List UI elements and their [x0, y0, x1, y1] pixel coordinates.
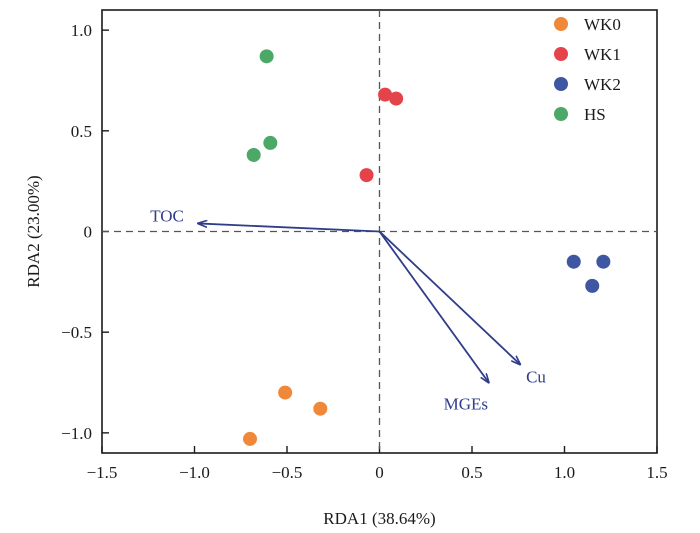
y-tick-label: 0: [84, 223, 93, 242]
legend-marker-wk1: [554, 47, 568, 61]
legend-label-wk2: WK2: [584, 75, 621, 94]
point-wk1: [389, 91, 404, 106]
point-wk2: [596, 254, 611, 269]
legend-marker-hs: [554, 107, 568, 121]
y-tick-label: −1.0: [61, 424, 92, 443]
point-wk0: [278, 385, 293, 400]
legend-marker-wk2: [554, 77, 568, 91]
y-tick-label: −0.5: [61, 323, 92, 342]
arrows: TOC Cu MGEs: [150, 206, 546, 413]
point-hs: [263, 135, 278, 150]
x-tick-label: −1.5: [87, 463, 118, 482]
y-tick-label: 1.0: [71, 21, 92, 40]
y-axis-title: RDA2 (23.00%): [24, 175, 43, 287]
x-tick-label: 0: [375, 463, 384, 482]
legend-label-hs: HS: [584, 105, 606, 124]
y-tick-label: 0.5: [71, 122, 92, 141]
x-axis-title: RDA1 (38.64%): [323, 509, 435, 528]
legend-label-wk1: WK1: [584, 45, 621, 64]
legend-label-wk0: WK0: [584, 15, 621, 34]
axes: −1.5 −1.0 −0.5 0 0.5 1.0 1.5 1.0 0.5 0 −0.5 −1.0: [61, 9, 668, 482]
arrow-label-mges: MGEs: [444, 395, 488, 414]
arrow-cu: [378, 230, 521, 365]
arrow-toc: [198, 223, 380, 233]
point-wk0: [243, 431, 257, 446]
x-tick-label: 1.0: [554, 463, 575, 482]
x-tick-label: −1.0: [179, 463, 210, 482]
point-hs: [246, 147, 261, 162]
legend: WK0 WK1 WK2 HS: [554, 15, 621, 124]
point-hs: [259, 49, 274, 64]
point-wk2: [566, 254, 581, 269]
x-tick-label: 0.5: [461, 463, 482, 482]
arrow-mges: [378, 230, 489, 383]
x-tick-label: 1.5: [646, 463, 667, 482]
points: [243, 49, 611, 446]
point-wk0: [313, 401, 328, 416]
point-wk2: [585, 278, 600, 293]
legend-marker-wk0: [554, 17, 568, 31]
point-wk1: [359, 168, 374, 183]
arrow-label-toc: TOC: [150, 206, 184, 225]
arrow-label-cu: Cu: [526, 367, 546, 386]
point-wk1: [378, 87, 393, 102]
x-tick-label: −0.5: [272, 463, 303, 482]
